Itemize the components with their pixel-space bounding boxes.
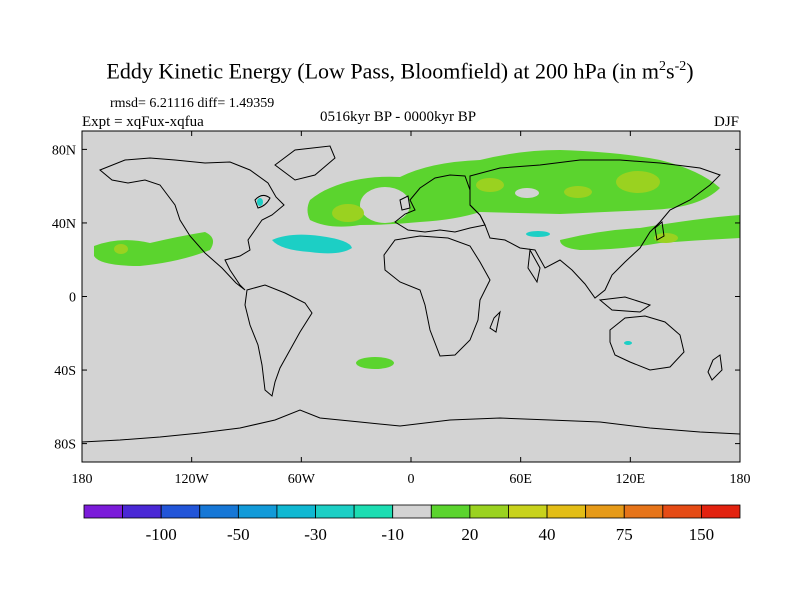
anomaly-positive-east-pacific <box>94 232 214 266</box>
colorbar-box <box>430 504 471 519</box>
colorbar-box <box>315 504 355 519</box>
coast-madagascar <box>489 310 501 333</box>
ekE-anomaly-fill <box>94 150 740 369</box>
coast-asia <box>469 159 721 299</box>
colorbar-box <box>122 504 162 519</box>
lon-tick-label: 60W <box>288 472 316 487</box>
coast-hudson-bay <box>254 194 271 209</box>
anomaly-yellowgreen-pacific <box>654 233 678 243</box>
coast-new-zealand <box>707 354 723 381</box>
period-label: 0516kyr BP - 0000kyr BP <box>320 109 477 125</box>
colorbar-box <box>508 504 548 519</box>
latitude-axis: 80N 40N 0 40S 80S <box>52 143 740 453</box>
rmsd-diff-stats: rmsd= 6.21116 diff= 1.49359 <box>110 96 275 111</box>
anomaly-gap-atlantic <box>360 187 410 223</box>
coast-africa <box>383 235 491 357</box>
colorbar-label: -10 <box>381 525 404 544</box>
colorbar-label: -30 <box>304 525 327 544</box>
anomaly-yellowgreen-atlantic <box>332 204 364 222</box>
lon-tick-label: 60E <box>509 472 532 487</box>
lat-tick-label: 80N <box>52 143 76 158</box>
colorbar-box <box>83 504 123 519</box>
lon-tick-label: 120E <box>616 472 646 487</box>
colorbar-box <box>701 504 741 519</box>
lat-tick-label: 80S <box>54 438 76 453</box>
colorbar-box <box>199 504 239 519</box>
coast-south-america <box>244 284 313 397</box>
colorbar-label: -50 <box>227 525 250 544</box>
anomaly-yellowgreen-europe <box>476 178 504 192</box>
lat-tick-label: 40S <box>54 364 76 379</box>
anomaly-negative-china <box>526 231 550 237</box>
lon-tick-label: 180 <box>730 472 751 487</box>
colorbar-label: 20 <box>461 525 478 544</box>
experiment-label: Expt = xqFux-xqfua <box>82 114 204 130</box>
anomaly-negative-australia <box>624 341 632 345</box>
colorbar: -100 -50 -30 -10 20 40 75 150 <box>83 504 741 544</box>
colorbar-label: 75 <box>616 525 633 544</box>
colorbar-label: 40 <box>539 525 556 544</box>
colorbar-label: -100 <box>146 525 177 544</box>
colorbar-box <box>160 504 201 519</box>
coast-australia <box>609 315 685 371</box>
anomaly-yellowgreen-east-pacific <box>114 244 128 254</box>
coast-indonesia <box>598 296 652 313</box>
colorbar-box <box>237 504 278 519</box>
colorbar-label: 150 <box>689 525 715 544</box>
coast-india <box>527 248 541 284</box>
coast-british-isles <box>399 195 411 211</box>
coast-north-america <box>99 157 285 291</box>
figure-title: Eddy Kinetic Energy (Low Pass, Bloomfiel… <box>106 58 694 84</box>
lat-tick-label: 0 <box>69 291 76 306</box>
lon-tick-label: 0 <box>408 472 415 487</box>
colorbar-box <box>392 504 432 519</box>
anomaly-yellowgreen-siberia <box>564 186 592 198</box>
coast-japan <box>654 221 665 241</box>
anomaly-positive-eurasia <box>307 150 720 227</box>
lat-tick-label: 40N <box>52 217 76 232</box>
lon-tick-label: 180 <box>72 472 93 487</box>
colorbar-box <box>623 504 664 519</box>
lon-tick-label: 120W <box>175 472 210 487</box>
anomaly-yellowgreen-east-siberia <box>616 171 660 193</box>
colorbar-box <box>276 504 316 519</box>
anomaly-negative-atlantic <box>272 234 352 254</box>
longitude-axis: 180 120W 60W 0 60E 120E 180 <box>72 131 751 487</box>
coast-greenland <box>274 145 336 181</box>
colorbar-box <box>662 504 702 519</box>
season-label: DJF <box>713 114 739 130</box>
coastlines <box>82 145 740 443</box>
colorbar-box <box>585 504 625 519</box>
anomaly-negative-hudson <box>257 198 263 206</box>
anomaly-positive-south-atlantic <box>356 357 394 369</box>
coast-antarctica <box>82 409 740 443</box>
anomaly-gap-asia <box>515 188 539 198</box>
colorbar-box <box>546 504 587 519</box>
colorbar-box <box>353 504 394 519</box>
colorbar-box <box>469 504 509 519</box>
